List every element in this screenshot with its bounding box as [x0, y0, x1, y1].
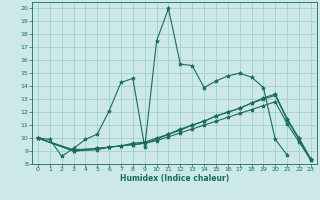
X-axis label: Humidex (Indice chaleur): Humidex (Indice chaleur): [120, 174, 229, 183]
